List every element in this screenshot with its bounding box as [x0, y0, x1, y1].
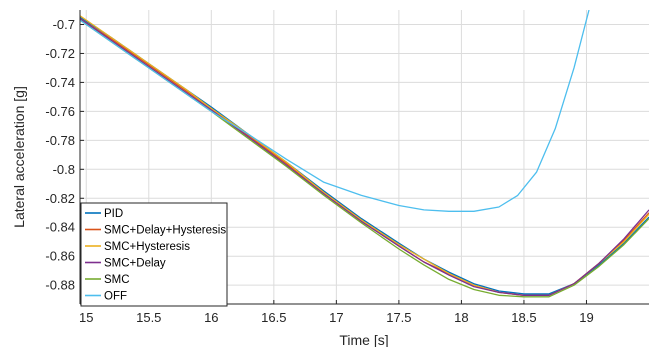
legend-label: PID: [104, 208, 123, 220]
series-line-smc-delay: [80, 18, 649, 296]
legend-label: SMC: [104, 274, 130, 286]
x-tick-label: 16: [204, 310, 218, 325]
y-tick-label: -0.7: [53, 17, 75, 32]
legend-box: [80, 202, 228, 307]
legend-label: OFF: [104, 291, 127, 303]
series-layer: [80, 10, 649, 298]
x-tick-label: 15: [79, 310, 93, 325]
grid: [80, 10, 649, 304]
tick-labels: 15 15.5 16 16.5 17 17.5 18 18.5 19 -0.7 -0.72 -0.74…: [45, 17, 593, 325]
x-tick-label: 15.5: [136, 310, 161, 325]
y-tick-label: -0.82: [45, 191, 75, 206]
y-tick-label: -0.76: [45, 104, 75, 119]
y-tick-label: -0.78: [45, 133, 75, 148]
legend-label: SMC+Hysteresis: [104, 241, 190, 253]
y-tick-label: -0.86: [45, 249, 75, 264]
x-tick-label: 18.5: [511, 310, 536, 325]
x-axis-title: Time [s]: [339, 332, 388, 347]
y-tick-label: -0.74: [45, 75, 75, 90]
x-tick-label: 19: [579, 310, 593, 325]
legend-label: SMC+Delay: [104, 258, 166, 270]
legend-label: SMC+Delay+Hysteresis: [104, 225, 226, 237]
x-tick-label: 17: [329, 310, 343, 325]
y-tick-label: -0.88: [45, 278, 75, 293]
y-tick-label: -0.84: [45, 220, 75, 235]
y-axis-title: Lateral acceleration [g]: [11, 86, 27, 228]
y-tick-label: -0.8: [53, 162, 75, 177]
x-tick-label: 16.5: [261, 310, 286, 325]
series-line-off: [80, 10, 590, 212]
y-tick-label: -0.72: [45, 46, 75, 61]
x-tick-label: 18: [454, 310, 468, 325]
x-tick-label: 17.5: [386, 310, 411, 325]
legend: PID SMC+Delay+Hysteresis SMC+Hysteresis SMC…: [80, 202, 228, 307]
